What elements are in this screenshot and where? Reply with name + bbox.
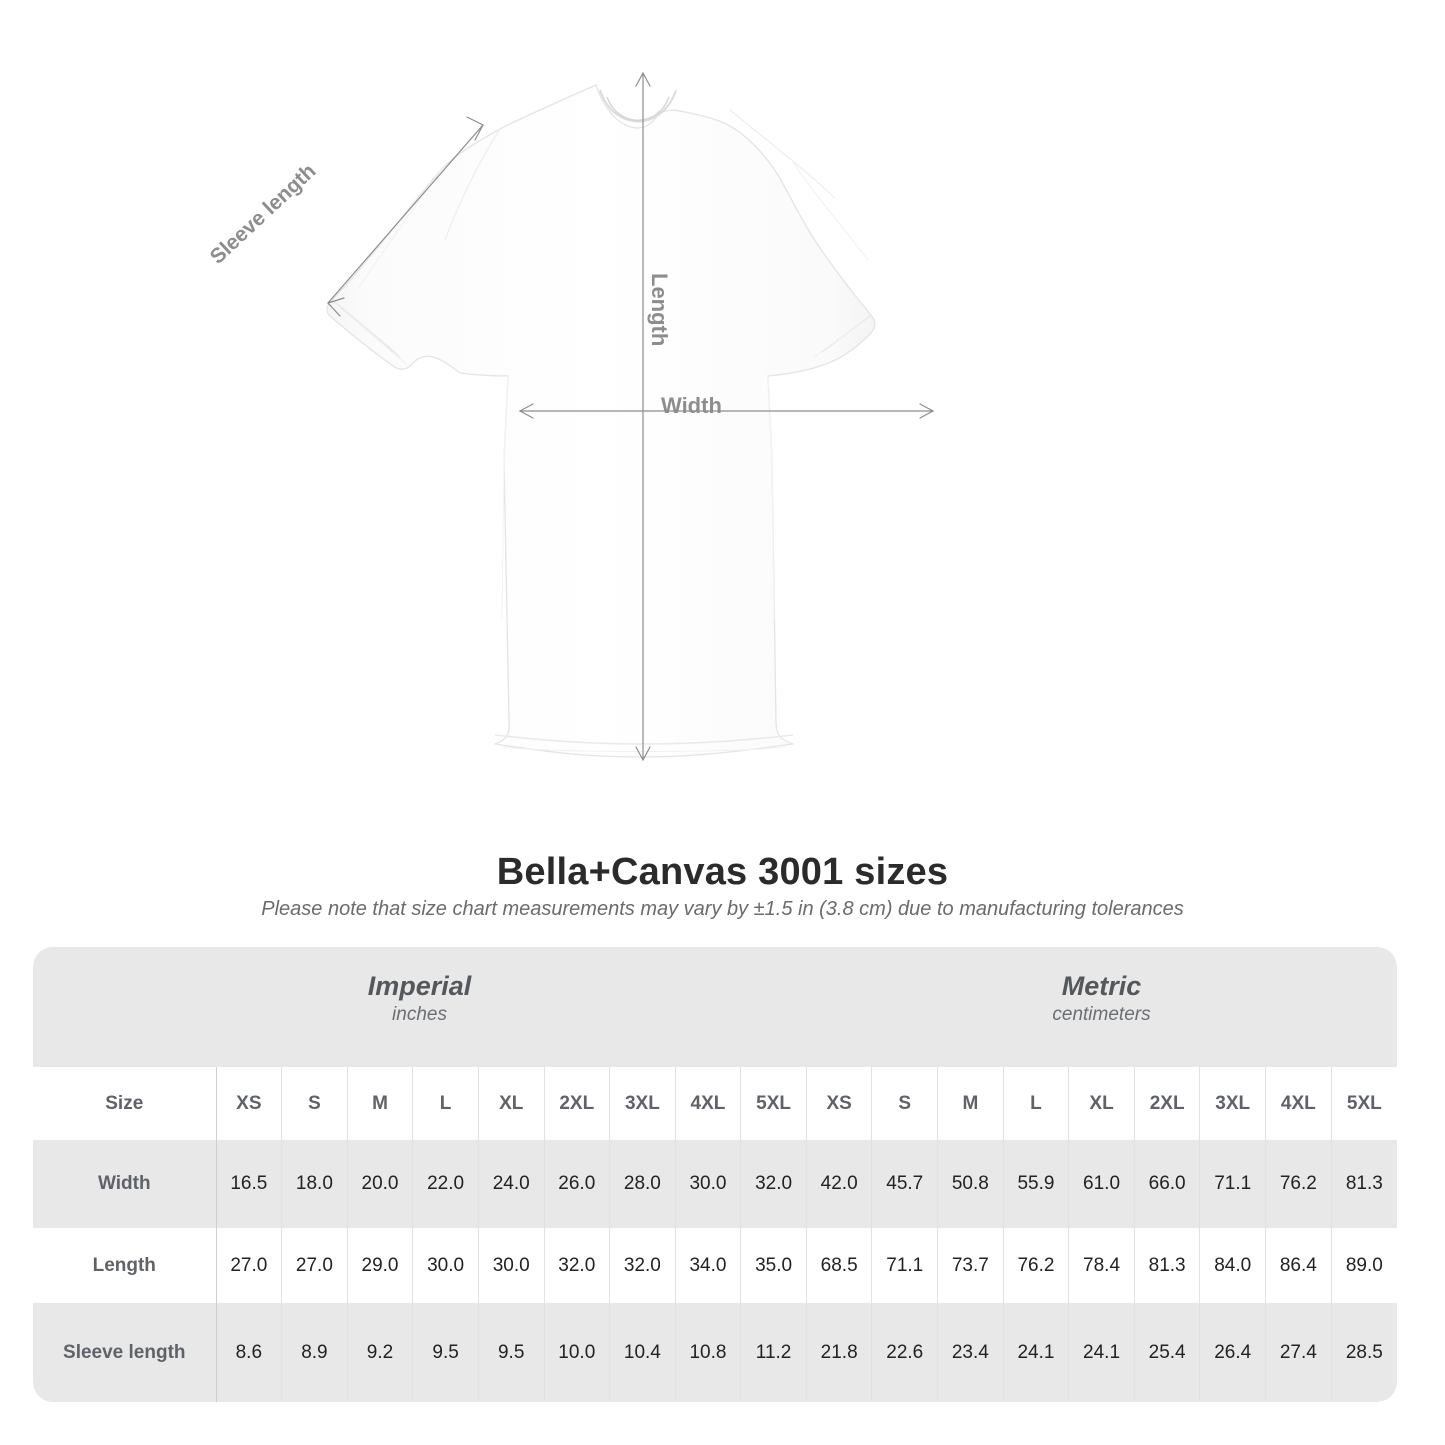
svg-text:Sleeve length: Sleeve length	[206, 159, 321, 268]
svg-text:Width: Width	[661, 393, 722, 418]
svg-text:Length: Length	[647, 273, 672, 346]
